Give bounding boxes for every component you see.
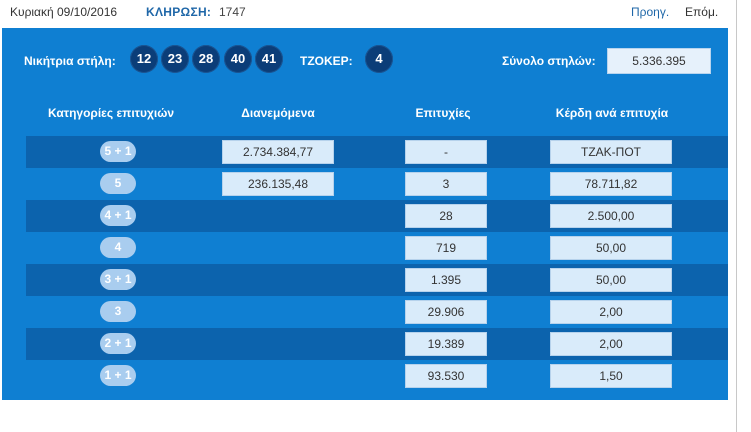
winning-number-ball: 40 <box>224 45 252 73</box>
winners-count: 1.395 <box>405 268 487 292</box>
winners-count: 93.530 <box>405 364 487 388</box>
prize-per-winner: 1,50 <box>550 364 672 388</box>
table-row: 5 + 1 2.734.384,77 - ΤΖΑΚ-ΠΟΤ <box>26 136 728 168</box>
category-badge: 3 + 1 <box>100 269 136 290</box>
draw-label: ΚΛΗΡΩΣΗ: <box>146 5 212 19</box>
category-badge: 5 <box>100 173 136 194</box>
prize-per-winner: 50,00 <box>550 268 672 292</box>
winning-line-label: Νικήτρια στήλη: <box>24 54 116 68</box>
prize-per-winner: 78.711,82 <box>550 172 672 196</box>
table-row: 1 + 1 93.530 1,50 <box>26 360 728 392</box>
category-badge: 3 <box>100 301 136 322</box>
winning-line: Νικήτρια στήλη: 12 23 28 40 41 ΤΖΟΚΕΡ: 4… <box>2 28 728 92</box>
category-badge: 4 <box>100 237 136 258</box>
column-header-distributed: Διανεμόμενα <box>241 106 315 120</box>
draw-date: Κυριακή 09/10/2016 <box>10 5 118 19</box>
winners-count: - <box>405 140 487 164</box>
category-badge: 5 + 1 <box>100 141 136 162</box>
results-panel: Νικήτρια στήλη: 12 23 28 40 41 ΤΖΟΚΕΡ: 4… <box>2 28 728 400</box>
category-badge: 1 + 1 <box>100 365 136 386</box>
prize-per-winner: 2.500,00 <box>550 204 672 228</box>
distributed-amount: 236.135,48 <box>222 172 334 196</box>
distributed-amount: 2.734.384,77 <box>222 140 334 164</box>
table-row: 5 236.135,48 3 78.711,82 <box>26 168 728 200</box>
prize-per-winner: 2,00 <box>550 332 672 356</box>
winning-number-ball: 23 <box>161 45 189 73</box>
column-header-prize: Κέρδη ανά επιτυχία <box>555 106 669 120</box>
table-row: 2 + 1 19.389 2,00 <box>26 328 728 360</box>
next-draw-link[interactable]: Επόμ. <box>685 5 719 19</box>
table-row: 4 + 1 28 2.500,00 <box>26 200 728 232</box>
category-badge: 4 + 1 <box>100 205 136 226</box>
previous-draw-link[interactable]: Προηγ. <box>631 5 670 19</box>
prize-per-winner: 50,00 <box>550 236 672 260</box>
table-row: 4 719 50,00 <box>26 232 728 264</box>
winners-count: 719 <box>405 236 487 260</box>
column-header-categories: Κατηγορίες επιτυχιών <box>47 106 175 120</box>
total-columns-label: Σύνολο στηλών: <box>502 54 596 68</box>
category-badge: 2 + 1 <box>100 333 136 354</box>
draw-number: 1747 <box>219 5 246 19</box>
winners-count: 3 <box>405 172 487 196</box>
column-header-winners: Επιτυχίες <box>415 106 471 120</box>
winners-count: 29.906 <box>405 300 487 324</box>
winners-count: 19.389 <box>405 332 487 356</box>
joker-ball: 4 <box>365 45 393 73</box>
draw-header: Κυριακή 09/10/2016 ΚΛΗΡΩΣΗ: 1747 Προηγ. … <box>0 0 751 26</box>
table-row: 3 29.906 2,00 <box>26 296 728 328</box>
divider <box>736 0 737 432</box>
prize-per-winner: 2,00 <box>550 300 672 324</box>
prize-per-winner: ΤΖΑΚ-ΠΟΤ <box>550 140 672 164</box>
joker-label: ΤΖΟΚΕΡ: <box>300 54 353 68</box>
total-columns-value: 5.336.395 <box>607 48 711 74</box>
table-row: 3 + 1 1.395 50,00 <box>26 264 728 296</box>
winners-count: 28 <box>405 204 487 228</box>
winning-number-ball: 12 <box>130 45 158 73</box>
winning-number-ball: 28 <box>192 45 220 73</box>
winning-number-ball: 41 <box>255 45 283 73</box>
